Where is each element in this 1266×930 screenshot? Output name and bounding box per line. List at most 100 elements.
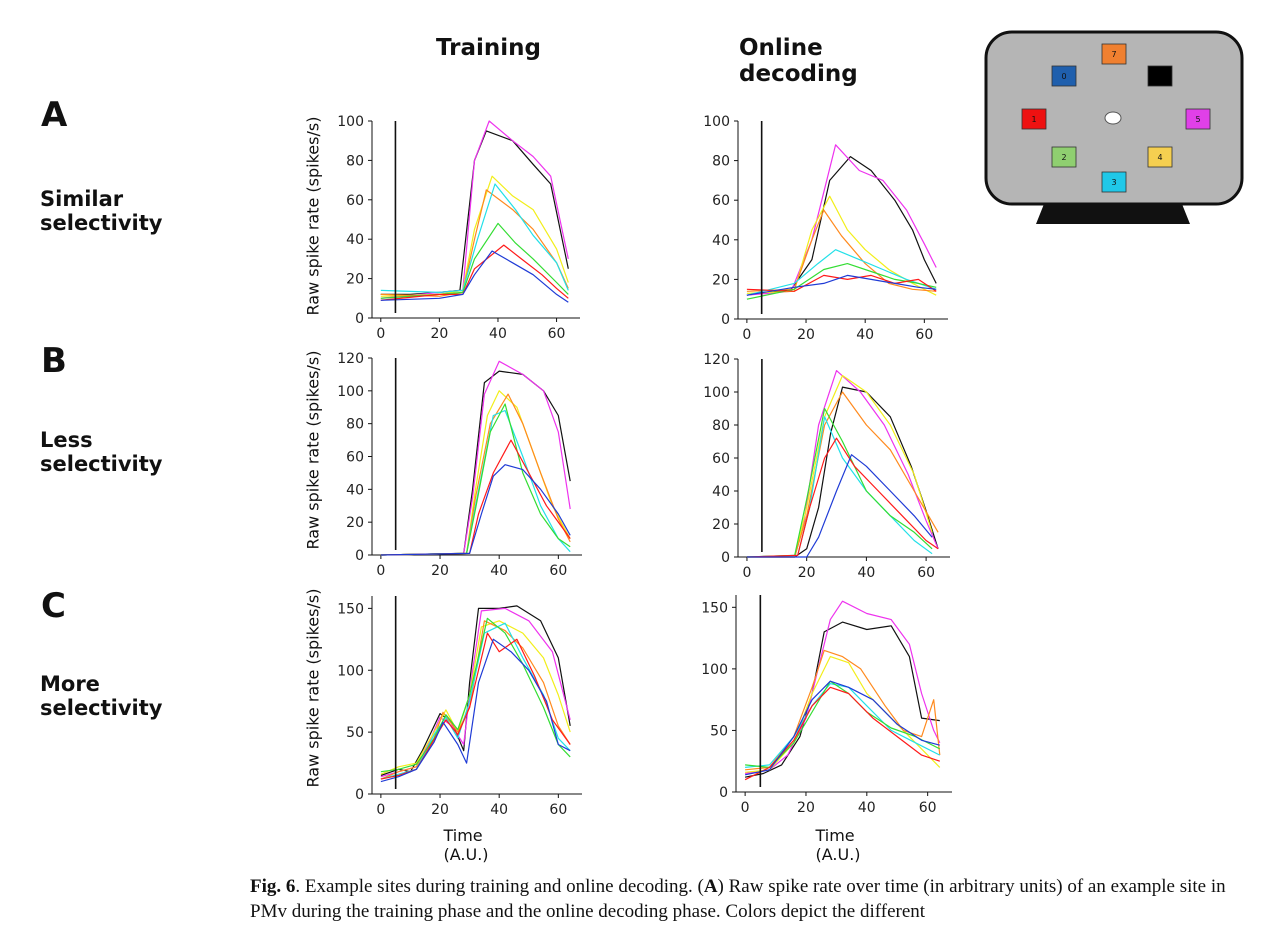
row-label-b: Less selectivity (40, 428, 163, 476)
target-label: 3 (1111, 178, 1116, 187)
target-square (1147, 65, 1173, 87)
column-title-training: Training (436, 35, 542, 61)
series-line-cyan (746, 416, 933, 558)
target-square (1185, 108, 1211, 130)
x-tick-label: 20 (798, 565, 816, 581)
target-label: 0 (1061, 72, 1066, 81)
series-line-blue (747, 454, 933, 558)
x-tick-label: 40 (489, 326, 507, 342)
panel-C-online: 0 50 100 150 0 20 40 60 (701, 595, 952, 816)
y-tick-label: 150 (701, 600, 728, 616)
target-label: 5 (1195, 115, 1200, 124)
y-tick-label: 0 (355, 548, 364, 564)
y-tick-label: 0 (355, 311, 364, 327)
x-tick-label: 60 (917, 565, 935, 581)
panel-A-training: 0 20 40 60 80 100 0 20 40 60 (337, 114, 580, 342)
series-line-red (380, 439, 571, 556)
series-line-black (744, 621, 940, 778)
y-tick-label: 80 (346, 153, 364, 169)
target-2: 2 (1051, 146, 1077, 168)
y-tick-label: 100 (701, 662, 728, 678)
x-tick-label: 40 (856, 327, 874, 343)
series-line-red (380, 244, 569, 301)
panel-A-online: 0 20 40 60 80 100 0 20 40 60 (703, 114, 948, 343)
y-tick-label: 0 (355, 787, 364, 803)
series-line-orange (746, 209, 937, 292)
panel-C-training: 0 50 100 150 0 20 40 60 (337, 596, 582, 818)
x-tick-label: 0 (376, 802, 385, 818)
target-square (1051, 65, 1077, 87)
y-tick-label: 40 (712, 484, 730, 500)
series-line-black (747, 386, 939, 558)
monitor-stand (1036, 204, 1190, 224)
x-tick-label: 40 (858, 800, 876, 816)
y-tick-label: 50 (346, 725, 364, 741)
target-1: 1 (1021, 108, 1047, 130)
series-line-red (746, 437, 939, 558)
series-line-magenta (745, 600, 941, 775)
y-tick-label: 20 (346, 272, 364, 288)
series-line-green (380, 403, 571, 556)
y-tick-label: 0 (721, 312, 730, 328)
series-line-blue (380, 638, 571, 783)
y-tick-label: 80 (712, 154, 730, 170)
series-line-cyan (746, 249, 937, 296)
target-5: 5 (1185, 108, 1211, 130)
target-4: 4 (1147, 146, 1173, 168)
y-tick-label: 20 (346, 515, 364, 531)
cursor-ellipse (1104, 111, 1122, 125)
x-tick-label: 60 (548, 326, 566, 342)
x-tick-label: 60 (915, 327, 933, 343)
panel-B-training: 0 20 40 60 80 100 120 0 20 40 60 (337, 351, 582, 579)
x-tick-label: 20 (431, 563, 449, 579)
x-tick-label: 0 (741, 800, 750, 816)
row-letter-a: A (41, 95, 68, 135)
series-line-blue (380, 464, 571, 556)
caption-bold-a: A (703, 876, 718, 897)
x-tick-label: 20 (797, 327, 815, 343)
y-tick-label: 50 (710, 723, 728, 739)
x-axis-label-online: Time (A.U.) (815, 826, 861, 864)
series-line-magenta (746, 144, 937, 296)
y-tick-label: 60 (712, 193, 730, 209)
target-square (1147, 146, 1173, 168)
y-tick-label: 100 (337, 114, 364, 130)
y-tick-label: 100 (703, 114, 730, 130)
y-tick-label: 20 (712, 272, 730, 288)
panel-B-online: 0 20 40 60 80 100 120 0 20 40 60 (703, 352, 950, 581)
series-line-magenta (380, 120, 569, 299)
target-black (1147, 65, 1173, 87)
target-label: 2 (1061, 153, 1066, 162)
target-0: 0 (1051, 65, 1077, 87)
row-label-a: Similar selectivity (40, 187, 163, 235)
y-tick-label: 100 (337, 663, 364, 679)
y-tick-label: 80 (346, 417, 364, 433)
target-square (1051, 146, 1077, 168)
series-line-black (746, 156, 937, 296)
x-tick-label: 20 (797, 800, 815, 816)
x-tick-label: 40 (490, 802, 508, 818)
y-tick-label: 40 (712, 233, 730, 249)
x-tick-label: 20 (431, 802, 449, 818)
target-square (1101, 171, 1127, 193)
target-label: 1 (1031, 115, 1036, 124)
x-tick-label: 60 (919, 800, 937, 816)
y-tick-label: 60 (346, 450, 364, 466)
series-line-cyan (745, 682, 941, 768)
y-tick-label: 0 (719, 785, 728, 801)
x-axis-label-training: Time (A.U.) (443, 826, 489, 864)
y-tick-label: 40 (346, 232, 364, 248)
monitor-illustration: 0 7 1 5 2 4 3 (984, 30, 1244, 224)
x-tick-label: 60 (549, 563, 567, 579)
y-tick-label: 40 (346, 482, 364, 498)
series-line-green (380, 617, 571, 773)
y-tick-label: 100 (337, 384, 364, 400)
y-tick-label: 150 (337, 601, 364, 617)
x-tick-label: 0 (376, 326, 385, 342)
x-tick-label: 0 (742, 565, 751, 581)
target-7: 7 (1101, 43, 1127, 65)
series-line-orange (747, 391, 939, 558)
y-tick-label: 100 (703, 385, 730, 401)
target-3: 3 (1101, 171, 1127, 193)
panels-svg: 0 20 40 60 80 100 0 20 40 60 0 20 40 60 80 100 0 20 40 60 0 2… (337, 114, 952, 818)
